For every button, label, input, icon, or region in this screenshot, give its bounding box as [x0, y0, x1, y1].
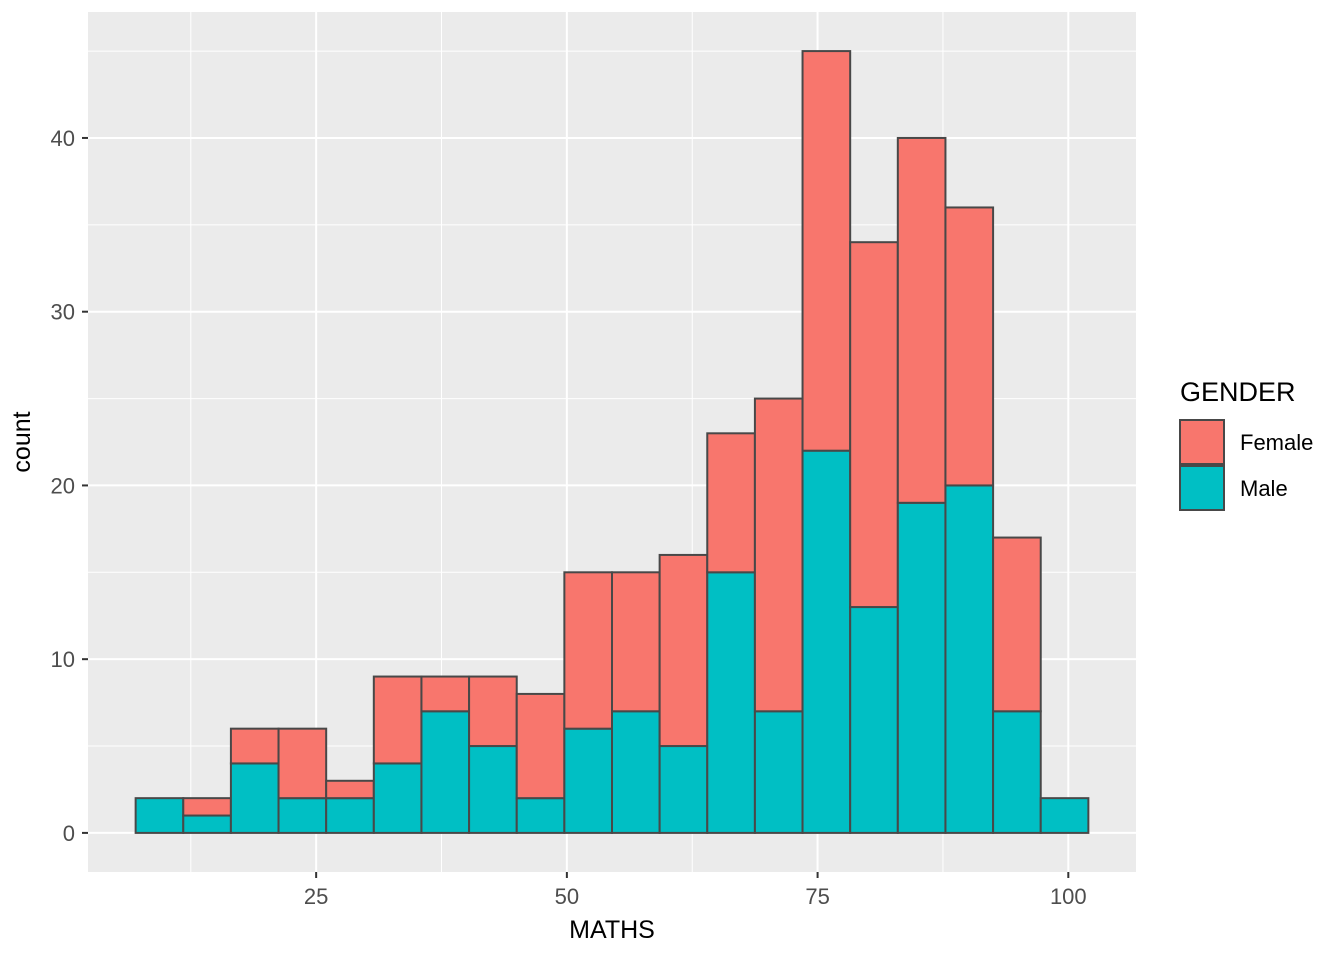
bar-segment-male — [563, 727, 614, 834]
x-axis-title: MATHS — [569, 916, 655, 944]
bar-segment-female — [611, 571, 661, 713]
bar-segment-male — [706, 571, 756, 834]
y-tick-label: 10 — [51, 647, 75, 672]
bar-segment-female — [992, 536, 1042, 713]
bar-segment-male — [896, 501, 947, 834]
bar-segment-female — [896, 136, 947, 504]
bar-segment-male — [849, 606, 899, 834]
x-tick-label: 100 — [1050, 884, 1087, 909]
axis-tick-marks — [82, 136, 1070, 878]
bar-segment-female — [325, 779, 375, 800]
bar-segment-female — [182, 797, 232, 817]
bar-segment-male — [182, 814, 232, 834]
y-tick-label: 20 — [51, 473, 75, 498]
y-tick-label: 0 — [63, 821, 75, 846]
histogram-bars — [134, 50, 1090, 834]
legend-label-female: Female — [1240, 430, 1313, 455]
legend-label-male: Male — [1240, 476, 1288, 501]
bar-segment-male — [611, 710, 661, 834]
bar-segment-male — [468, 745, 518, 834]
x-tick-label: 50 — [555, 884, 579, 909]
bar-segment-female — [229, 727, 280, 765]
bar-segment-female — [277, 727, 328, 800]
bar-segment-female — [468, 675, 518, 748]
bar-segment-female — [515, 692, 566, 800]
legend-key-female — [1179, 419, 1225, 465]
bar-segment-male — [134, 797, 185, 834]
axis-tick-labels: 25 50 75 100 0 10 20 30 40 — [51, 126, 1087, 909]
bar-segment-male — [1039, 797, 1090, 834]
bar-segment-male — [229, 762, 280, 834]
bar-segment-female — [706, 432, 756, 574]
legend: GENDER Female Male — [1179, 377, 1313, 511]
legend-title: GENDER — [1180, 377, 1296, 407]
bar-segment-male — [372, 762, 423, 834]
bar-segment-female — [801, 50, 852, 452]
y-tick-label: 40 — [51, 126, 75, 151]
bar-segment-male — [944, 484, 995, 834]
bar-segment-male — [801, 449, 852, 834]
bar-segment-female — [563, 571, 614, 730]
bar-segment-male — [658, 745, 709, 834]
x-tick-label: 25 — [304, 884, 328, 909]
legend-keys: Female Male — [1179, 419, 1313, 511]
bar-segment-male — [420, 710, 471, 834]
bar-segment-female — [944, 206, 995, 487]
bar-segment-male — [515, 797, 566, 834]
bar-segment-male — [325, 797, 375, 834]
bar-segment-male — [753, 710, 804, 834]
bar-segment-female — [372, 675, 423, 765]
x-tick-label: 75 — [805, 884, 829, 909]
bar-segment-female — [420, 675, 471, 713]
y-axis-title: count — [8, 411, 36, 472]
legend-key-male — [1179, 465, 1225, 511]
bar-segment-female — [753, 397, 804, 713]
bar-segment-female — [849, 241, 899, 609]
bar-segment-female — [658, 553, 709, 748]
bar-segment-male — [992, 710, 1042, 834]
bar-segment-male — [277, 797, 328, 834]
y-tick-label: 30 — [51, 300, 75, 325]
